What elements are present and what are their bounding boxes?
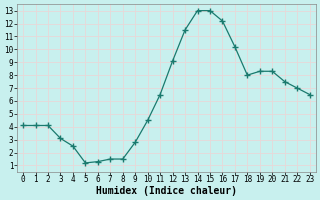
X-axis label: Humidex (Indice chaleur): Humidex (Indice chaleur): [96, 186, 237, 196]
